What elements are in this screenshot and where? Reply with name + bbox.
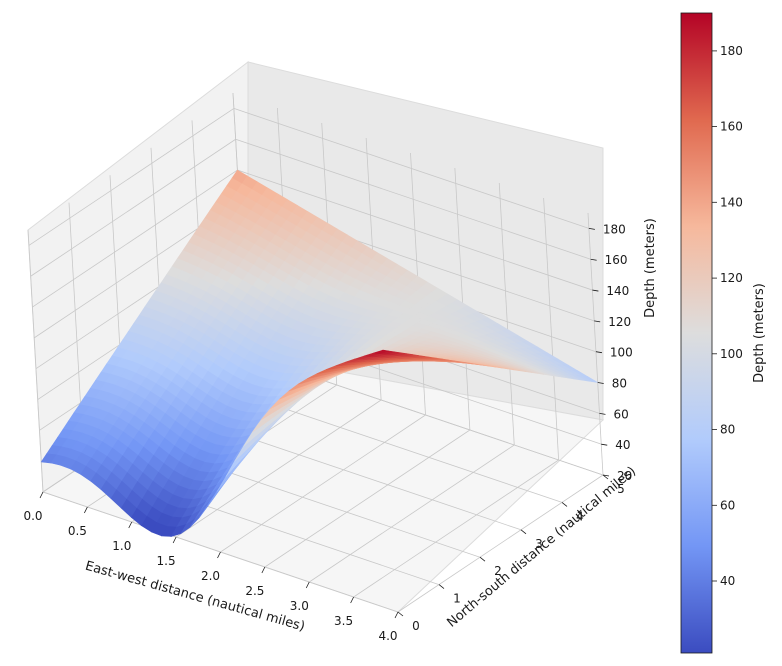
colorbar-tick-label: 140 <box>720 195 743 209</box>
y-tick <box>520 529 527 535</box>
z-tick <box>602 474 610 477</box>
grid-line-x <box>264 429 471 568</box>
z-tick-label: 20 <box>617 469 632 483</box>
z-tick <box>590 258 597 261</box>
y-tick-label: 5 <box>617 482 625 496</box>
colorbar-tick-label: 40 <box>720 574 735 588</box>
z-tick <box>592 289 599 292</box>
z-tick-label: 160 <box>605 253 628 267</box>
x-tick-label: 4.0 <box>378 629 397 643</box>
grid-line-x <box>454 167 471 431</box>
z-axis-label: Depth (meters) <box>643 218 658 318</box>
surface-plot <box>40 169 598 538</box>
colorbar-tick-label: 60 <box>720 498 735 512</box>
grid-line-x <box>220 414 426 553</box>
x-tick <box>39 491 44 499</box>
colorbar-tick-label: 160 <box>720 120 743 134</box>
y-tick <box>397 611 404 617</box>
grid-line-x <box>498 182 515 446</box>
colorbar-ticks: 40 60 80 100 120 140 160 180 <box>712 44 743 588</box>
z-tick <box>599 412 606 415</box>
x-tick <box>128 521 133 529</box>
grid-line-z <box>30 138 236 277</box>
y-tick-label: 2 <box>494 564 502 578</box>
x-tick-label: 3.0 <box>290 599 309 613</box>
colorbar-tick-label: 80 <box>720 423 735 437</box>
x-tick-label: 3.5 <box>334 614 353 628</box>
x-tick <box>217 551 221 559</box>
colorbar-tick-label: 100 <box>720 347 743 361</box>
grid-line-x <box>543 197 560 461</box>
colorbar-label: Depth (meters) <box>752 283 767 383</box>
y-tick <box>561 502 568 507</box>
grid-line-x <box>397 474 604 613</box>
x-tick-label: 2.5 <box>245 584 264 598</box>
colorbar-tick-label: 120 <box>720 271 743 285</box>
grid-line-x <box>587 212 604 476</box>
x-tick <box>394 611 399 619</box>
y-tick-label: 1 <box>453 592 461 606</box>
y-tick <box>479 556 486 562</box>
z-tick-label: 80 <box>612 377 627 391</box>
z-tick-label: 40 <box>615 438 630 452</box>
grid-line-y <box>27 229 44 493</box>
z-tick <box>601 443 608 446</box>
grid-line-z <box>28 108 235 246</box>
y-tick-label: 3 <box>535 537 543 551</box>
grid-line-x <box>309 444 515 583</box>
x-tick-label: 1.5 <box>157 554 176 568</box>
y-tick-label: 4 <box>576 509 584 523</box>
z-tick-label: 180 <box>603 222 626 236</box>
axis-ticks: 0.0 0.5 1.0 1.5 2.0 2.5 3.0 3.5 4.0 0 1 2 3 4 520 40 60 8… <box>23 222 632 643</box>
grid-line-x <box>175 399 382 538</box>
z-tick <box>595 351 603 354</box>
colorbar-tick-label: 180 <box>720 44 743 58</box>
x-tick-label: 0.0 <box>23 509 42 523</box>
x-tick-label: 2.0 <box>201 569 220 583</box>
x-tick <box>350 596 354 604</box>
colorbar: 40 60 80 100 120 140 160 180 Depth (meters) <box>680 12 767 654</box>
x-tick <box>261 566 266 574</box>
z-tick-label: 60 <box>614 407 629 421</box>
grid-line-x <box>353 459 559 598</box>
grid-line-z <box>32 169 238 308</box>
z-tick-label: 100 <box>610 346 633 360</box>
z-tick <box>594 320 601 323</box>
z-tick <box>597 382 604 384</box>
z-tick-label: 140 <box>606 284 629 298</box>
x-tick <box>84 506 88 514</box>
y-tick-label: 0 <box>412 619 420 633</box>
x-tick <box>305 581 310 589</box>
surface-facet <box>373 349 390 355</box>
x-tick <box>172 536 177 544</box>
z-tick <box>588 228 595 230</box>
y-tick <box>438 584 445 589</box>
x-tick-label: 1.0 <box>112 539 131 553</box>
colorbar-gradient <box>680 12 713 654</box>
y-tick <box>602 474 609 480</box>
z-tick-label: 120 <box>608 315 631 329</box>
x-tick-label: 0.5 <box>68 524 87 538</box>
